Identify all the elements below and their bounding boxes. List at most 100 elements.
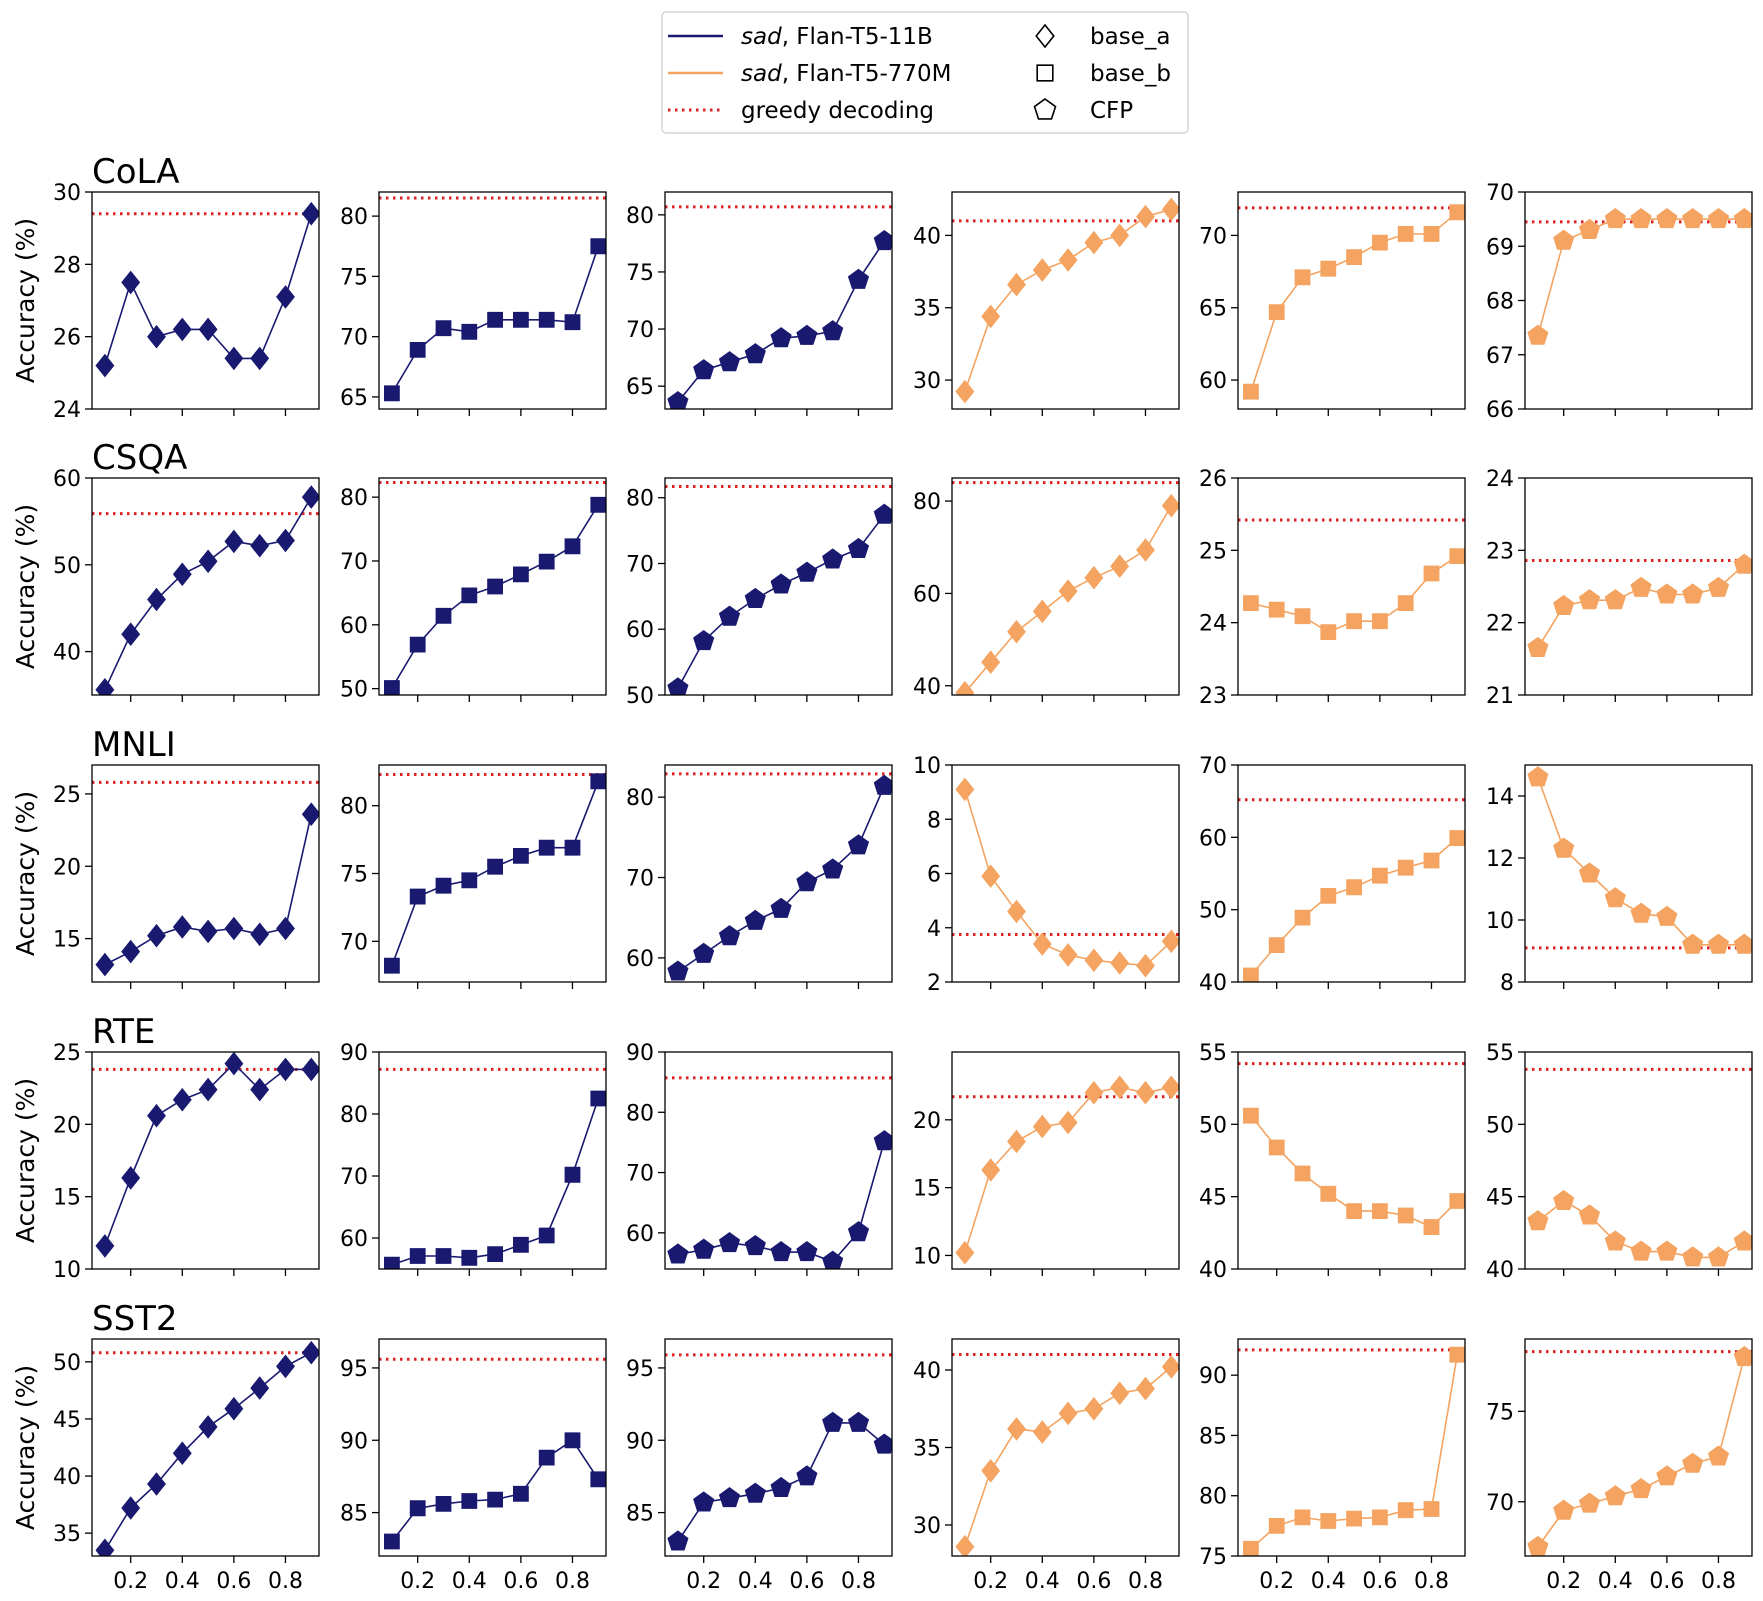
y-tick-label: 90 — [340, 1429, 368, 1454]
y-tick-label: 70 — [626, 1162, 654, 1187]
data-point-pentagon — [1656, 1465, 1678, 1486]
data-point-square — [1346, 1510, 1362, 1527]
data-point-square — [1243, 1540, 1259, 1556]
data-point-diamond — [198, 919, 218, 944]
data-point-pentagon — [847, 1221, 870, 1242]
data-point-diamond — [1136, 538, 1155, 562]
data-point-diamond — [172, 915, 192, 939]
plot-area — [1525, 1067, 1752, 1267]
data-point-pentagon — [873, 1433, 892, 1454]
y-tick-label: 50 — [626, 684, 654, 709]
data-point-diamond — [1136, 204, 1155, 229]
data-point-square — [1243, 1107, 1259, 1124]
y-tick-label: 50 — [1199, 1113, 1227, 1138]
data-point-pentagon — [1578, 862, 1601, 883]
axes-frame — [1237, 1051, 1466, 1270]
y-axis-label: Accuracy (%) — [11, 791, 40, 956]
data-point-square — [1320, 888, 1337, 904]
data-point-pentagon — [1682, 933, 1704, 954]
data-point-pentagon — [822, 320, 844, 341]
data-point-square — [487, 1246, 503, 1262]
data-point-pentagon — [1630, 1477, 1652, 1499]
data-point-diamond — [1084, 1396, 1104, 1421]
data-point-pentagon — [796, 324, 818, 345]
y-tick-label: 80 — [340, 795, 368, 820]
data-point-diamond — [95, 952, 115, 977]
data-point-square — [1423, 1219, 1440, 1235]
panel-csqa-5: 23 24 25 26 — [1199, 467, 1466, 709]
data-point-pentagon — [847, 268, 870, 289]
data-point-square — [461, 872, 478, 889]
data-point-square — [1320, 1513, 1337, 1529]
data-point-diamond — [1032, 1114, 1052, 1139]
data-point-pentagon — [1656, 1240, 1678, 1261]
data-point-square — [1294, 608, 1311, 625]
data-point-pentagon — [718, 925, 741, 946]
data-point-square — [409, 888, 426, 905]
data-point-square — [564, 314, 581, 331]
panel-cola-6: 66 67 68 69 70 — [1486, 181, 1753, 423]
panel-rte-5: 40 45 50 55 — [1199, 1041, 1466, 1283]
data-point-diamond — [1161, 1355, 1179, 1379]
plot-area — [92, 1052, 319, 1258]
data-point-pentagon — [693, 942, 715, 963]
data-point-diamond — [172, 317, 192, 342]
data-point-diamond — [250, 1376, 270, 1400]
y-tick-label: 8 — [1500, 971, 1514, 996]
data-point-diamond — [276, 916, 295, 941]
y-tick-label: 70 — [626, 552, 654, 577]
y-tick-label: 75 — [340, 863, 368, 888]
axes-frame — [91, 1338, 320, 1557]
data-point-square — [1449, 830, 1465, 846]
data-point-square — [487, 578, 503, 595]
data-point-square — [461, 1249, 478, 1266]
data-point-square — [538, 311, 555, 328]
axes-frame — [1524, 477, 1753, 696]
data-point-diamond — [301, 201, 319, 226]
data-point-square — [1372, 1509, 1388, 1526]
data-point-diamond — [250, 1077, 270, 1102]
plot-area — [952, 197, 1179, 404]
legend-label: sad, Flan-T5-11B — [741, 24, 933, 50]
legend-item-4: base_b — [1036, 61, 1171, 87]
data-point-square — [1346, 613, 1362, 630]
data-point-pentagon — [1527, 636, 1549, 657]
data-point-square — [538, 1227, 555, 1244]
data-point-pentagon — [667, 960, 689, 981]
data-point-pentagon — [667, 1530, 689, 1551]
y-tick-label: 10 — [1486, 909, 1514, 934]
data-point-square — [435, 607, 452, 624]
panel-csqa-6: 21 22 23 24 — [1486, 467, 1753, 709]
legend-item-0: sad, Flan-T5-11B — [668, 24, 933, 50]
y-tick-label: 55 — [1486, 1041, 1514, 1066]
y-tick-label: 80 — [1199, 1485, 1227, 1510]
plot-area — [665, 772, 892, 981]
data-point-pentagon — [1604, 1230, 1626, 1251]
y-tick-label: 50 — [53, 1351, 81, 1376]
y-axis-label: Accuracy (%) — [11, 504, 40, 669]
data-point-pentagon — [1682, 207, 1704, 229]
plot-area — [665, 1353, 892, 1551]
plot-area — [665, 485, 892, 695]
data-point-diamond — [276, 1354, 295, 1379]
y-tick-label: 70 — [1199, 754, 1227, 779]
data-point-pentagon — [1707, 576, 1730, 597]
legend-label-text: , Flan-T5-770M — [782, 61, 952, 87]
x-tick-label: 0.8 — [1414, 1569, 1449, 1594]
y-tick-label: 80 — [626, 786, 654, 811]
data-point-diamond — [1032, 932, 1052, 956]
data-point-pentagon — [718, 1486, 741, 1508]
y-tick-label: 24 — [1199, 612, 1227, 637]
x-tick-label: 0.2 — [400, 1569, 435, 1594]
y-tick-label: 45 — [1486, 1186, 1514, 1211]
y-tick-label: 70 — [1199, 224, 1227, 249]
data-point-pentagon — [718, 605, 741, 626]
y-tick-label: 70 — [1486, 1491, 1514, 1516]
data-point-pentagon — [796, 1465, 818, 1486]
y-tick-label: 90 — [340, 1041, 368, 1066]
data-point-diamond — [1161, 1075, 1179, 1100]
plot-area — [665, 205, 892, 409]
x-tick-label: 0.2 — [973, 1569, 1008, 1594]
y-tick-label: 60 — [913, 582, 941, 607]
y-tick-label: 70 — [1486, 181, 1514, 206]
